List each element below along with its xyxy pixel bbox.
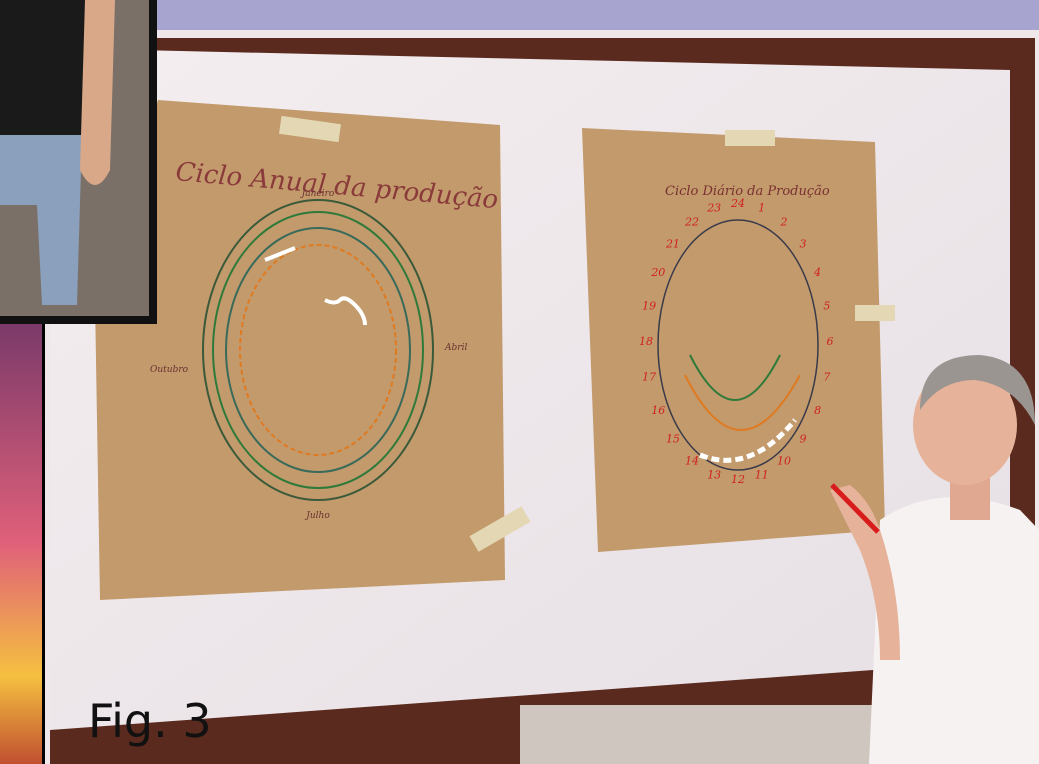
- arm: [80, 0, 115, 185]
- left-strip: [0, 322, 42, 764]
- cycle-ring: [202, 199, 434, 501]
- hour-label: 13: [707, 468, 721, 481]
- hour-label: 5: [823, 299, 830, 312]
- hour-label: 20: [650, 266, 665, 279]
- hour-label: 14: [685, 455, 699, 468]
- hour-label: 6: [827, 335, 834, 348]
- figure-caption: Fig. 3: [88, 694, 212, 748]
- poster-annual: [95, 100, 505, 600]
- inset-photo: [0, 0, 157, 324]
- hour-label: 11: [755, 468, 769, 481]
- cycle-ring: [225, 227, 411, 473]
- poster-title: Ciclo Diário da Produção: [665, 184, 830, 199]
- hour-label: 7: [823, 371, 830, 384]
- hour-label: 24: [730, 197, 745, 210]
- hour-label: 18: [639, 335, 653, 348]
- hour-label: 16: [651, 404, 665, 417]
- cycle-arc: [684, 374, 801, 431]
- month-label: Abril: [444, 343, 467, 353]
- mark-white: [699, 418, 797, 463]
- poster-daily: [582, 128, 885, 552]
- tape: [855, 305, 895, 321]
- tape: [279, 115, 341, 143]
- hour-label: 15: [666, 433, 680, 446]
- hour-label: 2: [780, 215, 788, 228]
- mark-white: [324, 296, 367, 326]
- hour-label: 19: [642, 299, 656, 312]
- jeans: [0, 135, 82, 305]
- marker: [830, 483, 880, 534]
- hour-label: 10: [777, 455, 791, 468]
- hour-label: 3: [800, 237, 807, 250]
- month-label: Julho: [304, 511, 330, 521]
- cycle-ring: [212, 211, 424, 489]
- person: [830, 355, 1039, 764]
- month-label: Janeiro: [300, 189, 335, 199]
- month-label: Outubro: [150, 365, 189, 375]
- main-photo: Ciclo Anual da produção Janeiro Abril Ju…: [45, 30, 1039, 764]
- mark-white: [264, 246, 296, 262]
- tape: [725, 130, 775, 146]
- hour-label: 8: [814, 404, 821, 417]
- hour-label: 23: [706, 202, 721, 215]
- hour-label: 12: [731, 473, 745, 486]
- face: [913, 365, 1017, 485]
- hour-label: 22: [684, 215, 699, 228]
- hour-label: 4: [813, 266, 821, 279]
- hour-label: 21: [665, 237, 680, 250]
- top-band: [0, 0, 1039, 30]
- hour-label: 1: [758, 202, 765, 215]
- shirt: [869, 497, 1039, 764]
- cycle-arc: [689, 354, 781, 401]
- hour-label: 9: [800, 433, 807, 446]
- arm: [830, 485, 900, 660]
- cycle-ring: [239, 244, 397, 456]
- tshirt: [0, 0, 85, 135]
- tape: [469, 506, 531, 552]
- hair: [920, 355, 1035, 425]
- cycle-ring: [657, 219, 819, 471]
- hour-label: 17: [642, 371, 656, 384]
